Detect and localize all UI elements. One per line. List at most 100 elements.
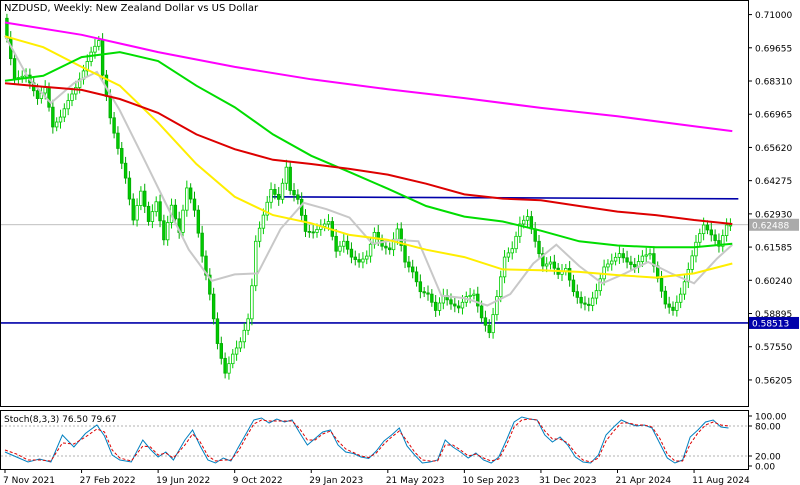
candle-body: [671, 306, 675, 311]
candle-body: [257, 227, 262, 242]
candle-body: [143, 190, 147, 207]
price-tick-label: 0.71000: [755, 11, 792, 21]
candle-body: [403, 245, 407, 263]
candle-body: [311, 231, 315, 234]
candle-body: [154, 201, 158, 213]
candle-body: [399, 228, 403, 246]
candle-body: [395, 228, 400, 240]
candle-body: [108, 96, 112, 119]
candle-body: [407, 261, 411, 268]
candle-body: [326, 221, 331, 225]
candle-body: [426, 292, 430, 295]
candle-body: [652, 253, 656, 267]
candle-body: [66, 100, 70, 110]
candle-body: [365, 255, 369, 260]
candle-body: [58, 116, 63, 123]
candle-body: [449, 299, 453, 305]
candle-body: [307, 231, 312, 233]
candle-body: [146, 205, 151, 222]
candle-body: [518, 223, 522, 237]
candle-body: [460, 301, 465, 309]
candle-body: [211, 293, 216, 320]
candle-body: [127, 177, 132, 200]
candle-body: [537, 240, 541, 255]
candle-body: [284, 166, 289, 184]
price-tick-label: 0.64275: [755, 177, 792, 187]
candle-body: [675, 301, 679, 311]
candle-body: [85, 61, 90, 72]
candle-body: [491, 314, 495, 334]
candle-body: [479, 305, 484, 319]
moving-average-line-4: [4, 82, 733, 225]
candle-body: [510, 248, 514, 254]
candle-body: [200, 232, 204, 257]
time-tick-label: 11 Aug 2024: [692, 476, 750, 485]
candle-body: [43, 87, 47, 94]
chart-title: NZDUSD, Weekly: New Zealand Dollar vs US…: [4, 3, 259, 14]
candle-body: [453, 303, 457, 307]
candle-body: [120, 148, 124, 164]
candle-body: [456, 305, 461, 309]
candle-body: [533, 228, 537, 242]
candle-body: [254, 240, 258, 287]
candle-body: [583, 302, 587, 305]
candle-body: [525, 216, 530, 221]
candle-body: [150, 211, 155, 222]
candle-body: [430, 293, 434, 303]
price-tick-label: 0.68310: [755, 78, 792, 88]
candle-body: [368, 243, 373, 257]
candle-body: [51, 106, 55, 128]
candle-body: [242, 329, 246, 343]
candle-body: [598, 278, 602, 292]
candle-body: [20, 75, 24, 78]
candle-body: [100, 40, 105, 76]
moving-average-line-2: [4, 35, 733, 279]
candle-body: [625, 257, 629, 263]
current-price-label: 0.62488: [752, 221, 789, 231]
candle-body: [238, 341, 243, 349]
candle-body: [724, 224, 729, 237]
candle-body: [173, 204, 178, 220]
candle-body: [541, 253, 545, 267]
candle-body: [476, 293, 480, 307]
candle-body: [659, 277, 664, 292]
candle-body: [663, 290, 668, 305]
stoch-plot-area: [1, 416, 748, 464]
candle-body: [357, 259, 361, 263]
candle-body: [694, 241, 698, 257]
candle-body: [514, 235, 518, 250]
candle-body: [223, 357, 227, 374]
time-tick-label: 29 Jan 2023: [309, 476, 363, 485]
time-tick-label: 7 Nov 2021: [3, 476, 55, 485]
candle-body: [587, 303, 591, 306]
stoch-title: Stoch(8,3,3) 76.50 79.67: [4, 415, 117, 425]
candle-body: [54, 121, 59, 128]
candle-body: [690, 255, 694, 270]
candle-body: [483, 317, 488, 326]
candle-body: [185, 187, 189, 211]
price-tick-label: 0.65620: [755, 144, 792, 154]
candle-body: [621, 253, 625, 259]
candle-body: [139, 190, 143, 206]
candle-body: [338, 245, 342, 252]
candle-body: [292, 190, 296, 196]
candle-body: [345, 240, 350, 250]
candle-body: [158, 201, 162, 222]
candle-body: [713, 234, 717, 241]
main-price-panel[interactable]: 0.71000 0.69655 0.68310 0.66965 0.65620 0.642…: [0, 0, 800, 407]
candle-body: [472, 293, 476, 296]
candle-body: [303, 214, 308, 232]
candle-body: [698, 233, 702, 243]
stoch-tick-label: 100.00: [755, 413, 787, 423]
time-axis: 7 Nov 2021 27 Feb 2022 19 Jun 2022 9 Oct 20…: [3, 469, 750, 485]
candle-body: [204, 255, 208, 276]
candle-body: [468, 294, 472, 298]
candle-body: [567, 268, 572, 281]
price-tick-label: 0.62930: [755, 210, 792, 220]
candle-body: [334, 235, 338, 252]
candle-body: [315, 229, 319, 233]
candle-body: [246, 318, 250, 331]
candle-body: [506, 252, 511, 258]
